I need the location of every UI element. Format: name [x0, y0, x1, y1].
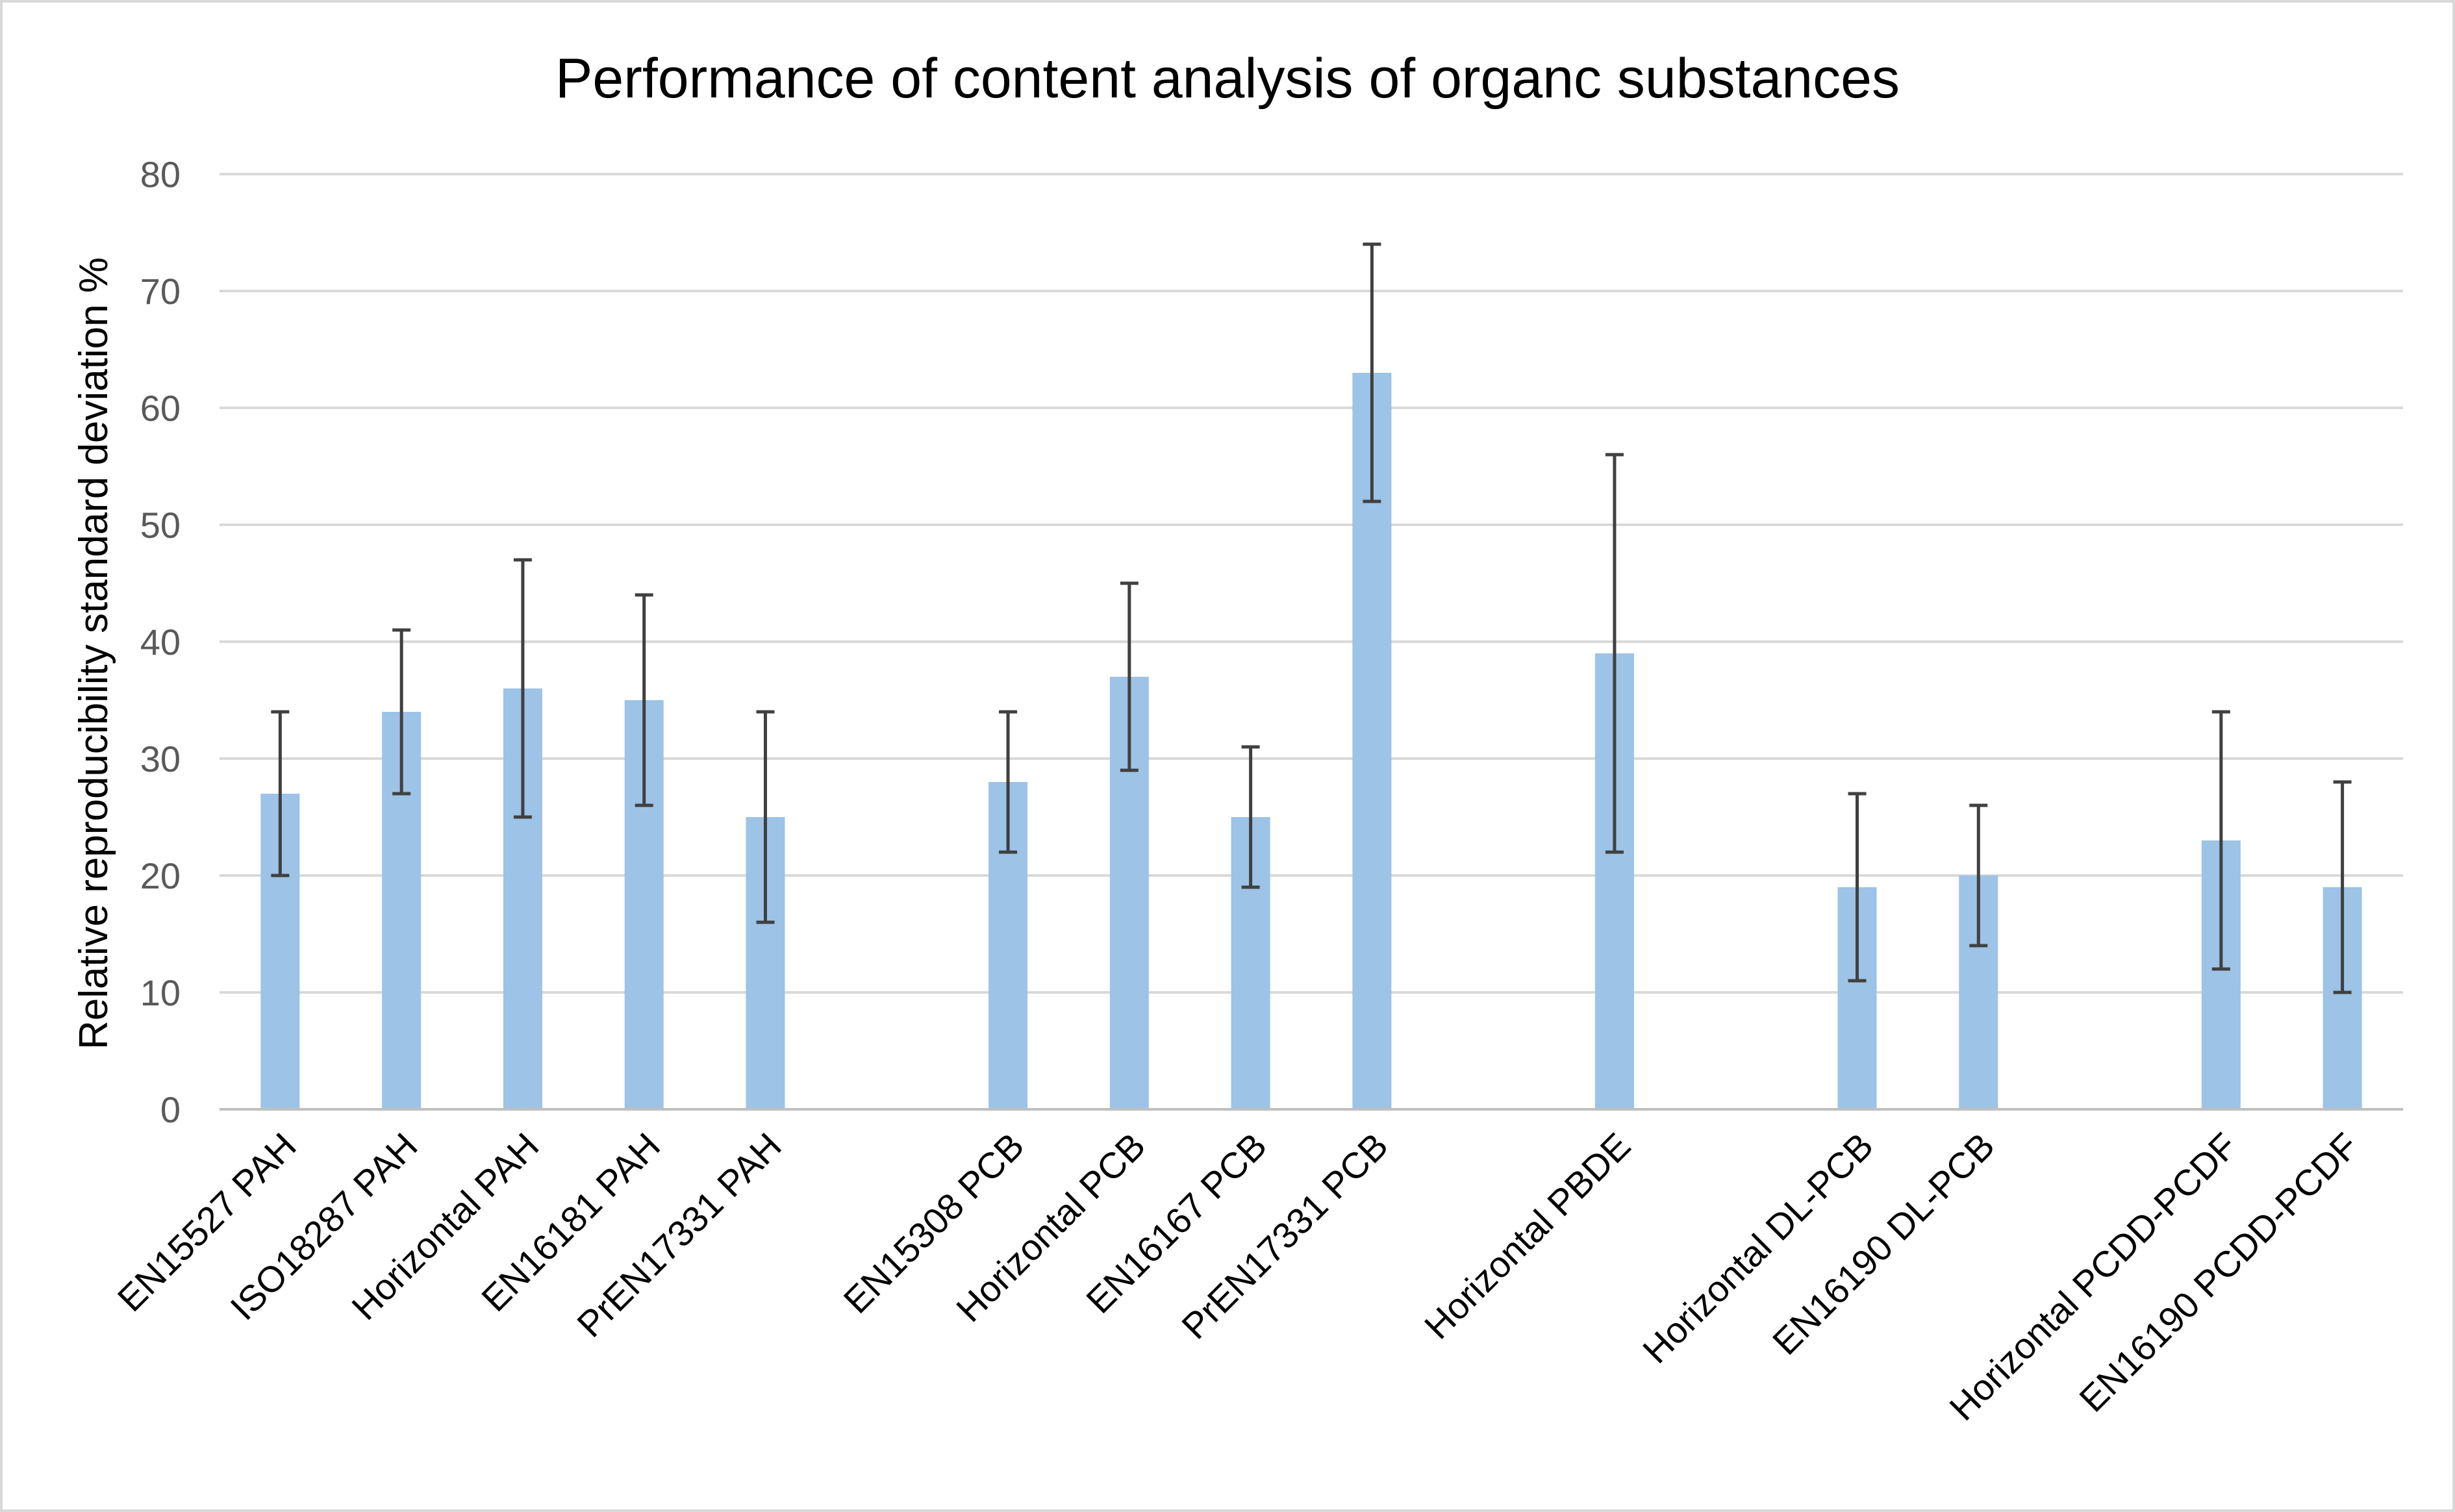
- y-axis-ticks: 0 10 20 30 40 50 60 70 80: [140, 154, 181, 1130]
- error-bar: [1241, 745, 1260, 889]
- y-tick-label: 20: [140, 855, 181, 896]
- error-bar: [2333, 780, 2352, 994]
- error-bar: [271, 710, 290, 877]
- error-bar: [635, 593, 653, 807]
- y-tick-label: 10: [140, 972, 181, 1013]
- y-tick-label: 80: [140, 154, 181, 195]
- error-bar: [2211, 710, 2230, 971]
- y-tick-label: 40: [140, 622, 181, 662]
- gridlines: [220, 173, 2403, 994]
- chart-title: Performance of content analysis of organ…: [555, 47, 1900, 110]
- error-bars: [271, 242, 2352, 994]
- y-tick-label: 30: [140, 738, 181, 779]
- error-bar: [1120, 581, 1139, 772]
- error-bar: [756, 710, 775, 924]
- y-tick-label: 0: [160, 1089, 181, 1130]
- y-tick-label: 50: [140, 505, 181, 546]
- error-bar: [999, 710, 1018, 854]
- error-bar: [1363, 242, 1381, 503]
- y-tick-label: 60: [140, 388, 181, 429]
- error-bar: [513, 558, 532, 819]
- error-bar: [1605, 453, 1624, 854]
- error-bar: [392, 628, 411, 796]
- error-bar: [1969, 803, 1988, 948]
- y-axis-title: Relative reproducibility standard deviat…: [71, 257, 116, 1050]
- error-bar: [1848, 792, 1867, 983]
- y-tick-label: 70: [140, 271, 181, 312]
